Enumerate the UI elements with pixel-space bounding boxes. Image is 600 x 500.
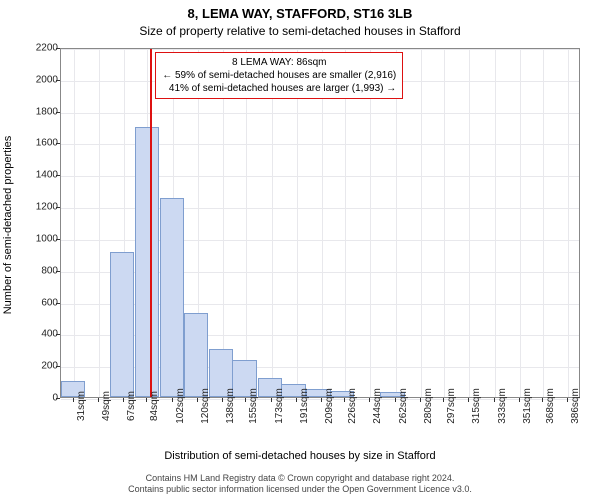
gridline-v: [297, 49, 298, 397]
footer-line-2: Contains public sector information licen…: [0, 484, 600, 496]
gridline-v: [322, 49, 323, 397]
x-tick-label: 155sqm: [248, 388, 259, 424]
footer-line-1: Contains HM Land Registry data © Crown c…: [0, 473, 600, 485]
y-tick-label: 1000: [36, 233, 58, 244]
x-tick-mark: [321, 398, 322, 402]
x-tick-label: 386sqm: [570, 388, 581, 424]
x-tick-mark: [245, 398, 246, 402]
x-tick-label: 138sqm: [225, 388, 236, 424]
x-tick-mark: [468, 398, 469, 402]
y-tick-mark: [56, 271, 60, 272]
histogram-bar: [135, 127, 159, 397]
gridline-v: [520, 49, 521, 397]
gridline-v: [223, 49, 224, 397]
histogram-bar: [160, 198, 184, 397]
annotation-smaller: ← 59% of semi-detached houses are smalle…: [162, 69, 396, 82]
x-tick-mark: [98, 398, 99, 402]
x-tick-mark: [395, 398, 396, 402]
histogram-bar: [110, 252, 134, 397]
x-axis-label: Distribution of semi-detached houses by …: [0, 450, 600, 462]
x-tick-mark: [494, 398, 495, 402]
x-tick-mark: [420, 398, 421, 402]
x-tick-label: 209sqm: [324, 388, 335, 424]
x-tick-mark: [296, 398, 297, 402]
x-tick-mark: [542, 398, 543, 402]
gridline-v: [345, 49, 346, 397]
histogram-bar: [184, 313, 208, 397]
y-tick-label: 1600: [36, 138, 58, 149]
x-tick-label: 226sqm: [347, 388, 358, 424]
y-tick-label: 1200: [36, 202, 58, 213]
annotation-title: 8 LEMA WAY: 86sqm: [162, 56, 396, 69]
y-tick-mark: [56, 48, 60, 49]
x-tick-label: 31sqm: [76, 391, 87, 421]
y-tick-label: 1400: [36, 170, 58, 181]
y-tick-mark: [56, 175, 60, 176]
x-tick-mark: [443, 398, 444, 402]
x-tick-label: 368sqm: [545, 388, 556, 424]
y-tick-mark: [56, 366, 60, 367]
gridline-v: [421, 49, 422, 397]
y-tick-mark: [56, 239, 60, 240]
x-tick-label: 120sqm: [200, 388, 211, 424]
annotation-box: 8 LEMA WAY: 86sqm ← 59% of semi-detached…: [155, 52, 403, 99]
chart-plot-area: [60, 48, 580, 398]
x-tick-mark: [344, 398, 345, 402]
y-tick-mark: [56, 80, 60, 81]
gridline-v: [495, 49, 496, 397]
gridline-v: [370, 49, 371, 397]
chart-subtitle: Size of property relative to semi-detach…: [0, 24, 600, 38]
x-tick-label: 191sqm: [299, 388, 310, 424]
x-tick-label: 244sqm: [372, 388, 383, 424]
gridline-v: [246, 49, 247, 397]
gridline-h: [61, 49, 579, 50]
y-axis-label: Number of semi-detached properties: [2, 136, 14, 315]
x-tick-mark: [369, 398, 370, 402]
gridline-v: [99, 49, 100, 397]
x-tick-label: 67sqm: [126, 391, 137, 421]
x-tick-label: 351sqm: [522, 388, 533, 424]
y-tick-label: 1800: [36, 106, 58, 117]
x-tick-mark: [519, 398, 520, 402]
x-tick-label: 84sqm: [149, 391, 160, 421]
y-tick-mark: [56, 398, 60, 399]
x-tick-mark: [172, 398, 173, 402]
x-tick-label: 280sqm: [423, 388, 434, 424]
x-tick-mark: [73, 398, 74, 402]
chart-title: 8, LEMA WAY, STAFFORD, ST16 3LB: [0, 6, 600, 21]
x-tick-label: 173sqm: [274, 388, 285, 424]
footer: Contains HM Land Registry data © Crown c…: [0, 473, 600, 496]
marker-line: [150, 49, 152, 397]
gridline-v: [568, 49, 569, 397]
x-tick-mark: [567, 398, 568, 402]
x-tick-mark: [123, 398, 124, 402]
x-tick-label: 102sqm: [175, 388, 186, 424]
y-tick-mark: [56, 143, 60, 144]
x-tick-label: 297sqm: [446, 388, 457, 424]
gridline-v: [469, 49, 470, 397]
y-tick-label: 2000: [36, 74, 58, 85]
x-tick-mark: [146, 398, 147, 402]
x-tick-label: 333sqm: [497, 388, 508, 424]
y-tick-label: 2200: [36, 43, 58, 54]
y-tick-mark: [56, 334, 60, 335]
gridline-v: [74, 49, 75, 397]
x-tick-label: 315sqm: [471, 388, 482, 424]
x-tick-label: 262sqm: [398, 388, 409, 424]
gridline-v: [444, 49, 445, 397]
gridline-v: [396, 49, 397, 397]
y-tick-mark: [56, 112, 60, 113]
x-tick-mark: [197, 398, 198, 402]
x-tick-label: 49sqm: [101, 391, 112, 421]
y-tick-mark: [56, 207, 60, 208]
gridline-h: [61, 113, 579, 114]
annotation-larger: 41% of semi-detached houses are larger (…: [162, 82, 396, 95]
x-tick-mark: [222, 398, 223, 402]
gridline-v: [272, 49, 273, 397]
y-tick-mark: [56, 303, 60, 304]
x-tick-mark: [271, 398, 272, 402]
gridline-v: [543, 49, 544, 397]
